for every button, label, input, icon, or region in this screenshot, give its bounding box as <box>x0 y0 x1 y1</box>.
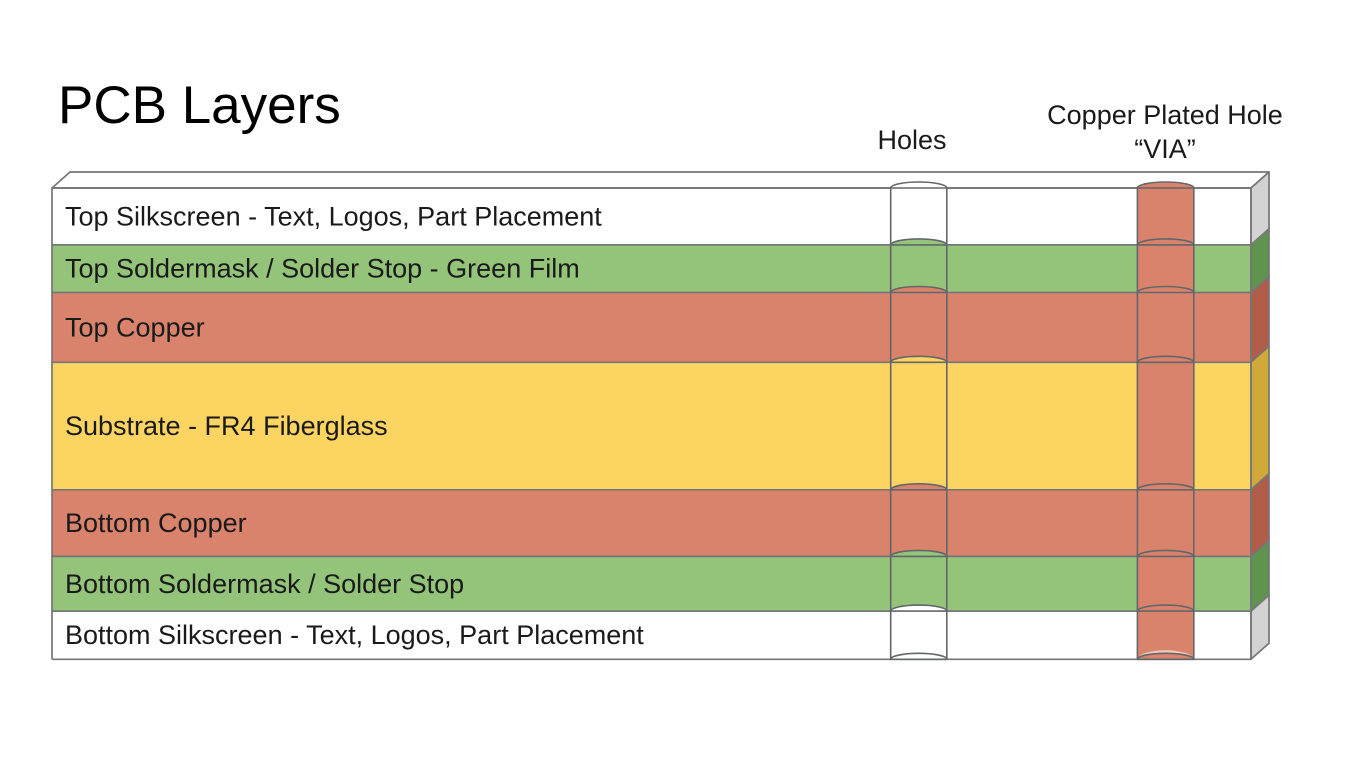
svg-text:Bottom Silkscreen - Text, Logo: Bottom Silkscreen - Text, Logos, Part Pl… <box>65 620 644 650</box>
svg-text:Bottom Copper: Bottom Copper <box>65 508 247 538</box>
svg-text:Top Soldermask / Solder Stop -: Top Soldermask / Solder Stop - Green Fil… <box>65 254 580 284</box>
svg-text:Substrate - FR4 Fiberglass: Substrate - FR4 Fiberglass <box>65 411 388 441</box>
svg-text:Top Copper: Top Copper <box>65 312 205 342</box>
svg-text:Top Silkscreen - Text, Logos,: Top Silkscreen - Text, Logos, Part Place… <box>65 201 602 231</box>
svg-text:Bottom Soldermask / Solder Sto: Bottom Soldermask / Solder Stop <box>65 569 464 599</box>
